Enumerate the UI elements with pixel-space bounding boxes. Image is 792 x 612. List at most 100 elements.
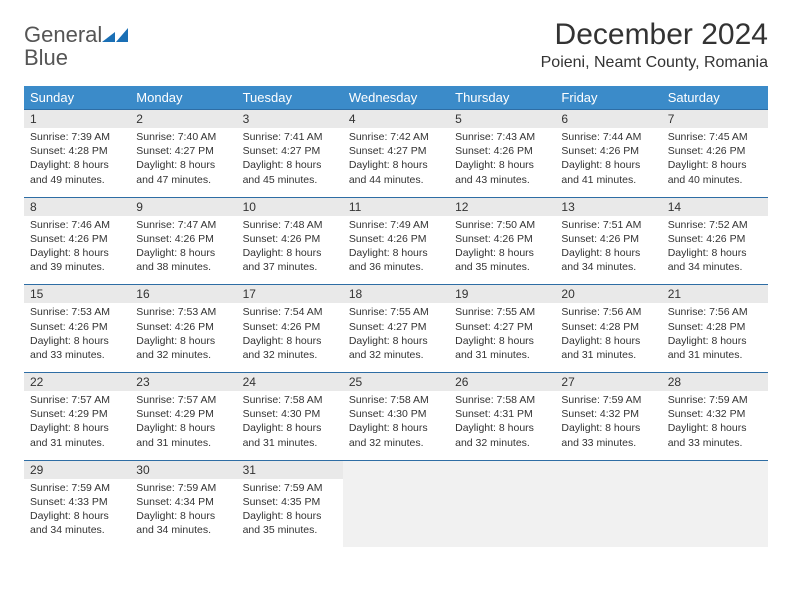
daylight-line: Daylight: 8 hours and 36 minutes. — [349, 246, 443, 274]
day-number-cell: 7 — [662, 110, 768, 129]
daylight-line: Daylight: 8 hours and 35 minutes. — [243, 509, 337, 537]
day-number-cell: 10 — [237, 197, 343, 216]
sunset-line: Sunset: 4:26 PM — [561, 232, 655, 246]
sunset-line: Sunset: 4:35 PM — [243, 495, 337, 509]
weekday-header: Thursday — [449, 86, 555, 110]
sunrise-line: Sunrise: 7:49 AM — [349, 218, 443, 232]
day-number-cell: 19 — [449, 285, 555, 304]
sunset-line: Sunset: 4:27 PM — [349, 320, 443, 334]
logo-icon — [102, 26, 128, 47]
day-detail-cell — [343, 479, 449, 548]
day-number-cell: 8 — [24, 197, 130, 216]
day-number-cell: 22 — [24, 373, 130, 392]
daylight-line: Daylight: 8 hours and 37 minutes. — [243, 246, 337, 274]
sunrise-line: Sunrise: 7:44 AM — [561, 130, 655, 144]
sunset-line: Sunset: 4:28 PM — [30, 144, 124, 158]
sunset-line: Sunset: 4:28 PM — [668, 320, 762, 334]
daynum-row: 891011121314 — [24, 197, 768, 216]
sunrise-line: Sunrise: 7:57 AM — [136, 393, 230, 407]
sunset-line: Sunset: 4:28 PM — [561, 320, 655, 334]
daylight-line: Daylight: 8 hours and 44 minutes. — [349, 158, 443, 186]
sunset-line: Sunset: 4:27 PM — [349, 144, 443, 158]
sunrise-line: Sunrise: 7:50 AM — [455, 218, 549, 232]
sunset-line: Sunset: 4:26 PM — [30, 232, 124, 246]
logo-word2: Blue — [24, 45, 68, 70]
sunrise-line: Sunrise: 7:54 AM — [243, 305, 337, 319]
daynum-row: 22232425262728 — [24, 373, 768, 392]
day-detail-cell: Sunrise: 7:53 AMSunset: 4:26 PMDaylight:… — [130, 303, 236, 372]
daylight-line: Daylight: 8 hours and 33 minutes. — [561, 421, 655, 449]
sunrise-line: Sunrise: 7:56 AM — [668, 305, 762, 319]
daylight-line: Daylight: 8 hours and 32 minutes. — [243, 334, 337, 362]
sunset-line: Sunset: 4:26 PM — [455, 232, 549, 246]
day-detail-cell: Sunrise: 7:45 AMSunset: 4:26 PMDaylight:… — [662, 128, 768, 197]
daylight-line: Daylight: 8 hours and 34 minutes. — [668, 246, 762, 274]
daylight-line: Daylight: 8 hours and 31 minutes. — [455, 334, 549, 362]
sunrise-line: Sunrise: 7:58 AM — [243, 393, 337, 407]
sunrise-line: Sunrise: 7:46 AM — [30, 218, 124, 232]
day-detail-cell: Sunrise: 7:58 AMSunset: 4:31 PMDaylight:… — [449, 391, 555, 460]
detail-row: Sunrise: 7:57 AMSunset: 4:29 PMDaylight:… — [24, 391, 768, 460]
daylight-line: Daylight: 8 hours and 33 minutes. — [668, 421, 762, 449]
sunset-line: Sunset: 4:32 PM — [561, 407, 655, 421]
day-number-cell: 13 — [555, 197, 661, 216]
day-detail-cell: Sunrise: 7:56 AMSunset: 4:28 PMDaylight:… — [662, 303, 768, 372]
day-detail-cell: Sunrise: 7:53 AMSunset: 4:26 PMDaylight:… — [24, 303, 130, 372]
calendar-table: Sunday Monday Tuesday Wednesday Thursday… — [24, 86, 768, 547]
day-detail-cell: Sunrise: 7:51 AMSunset: 4:26 PMDaylight:… — [555, 216, 661, 285]
day-detail-cell — [662, 479, 768, 548]
daylight-line: Daylight: 8 hours and 31 minutes. — [136, 421, 230, 449]
sunset-line: Sunset: 4:26 PM — [668, 232, 762, 246]
daylight-line: Daylight: 8 hours and 31 minutes. — [30, 421, 124, 449]
day-number-cell — [449, 460, 555, 479]
sunset-line: Sunset: 4:30 PM — [243, 407, 337, 421]
daylight-line: Daylight: 8 hours and 34 minutes. — [30, 509, 124, 537]
weekday-header: Saturday — [662, 86, 768, 110]
sunset-line: Sunset: 4:29 PM — [30, 407, 124, 421]
sunrise-line: Sunrise: 7:59 AM — [561, 393, 655, 407]
daylight-line: Daylight: 8 hours and 32 minutes. — [136, 334, 230, 362]
day-number-cell: 28 — [662, 373, 768, 392]
day-detail-cell: Sunrise: 7:56 AMSunset: 4:28 PMDaylight:… — [555, 303, 661, 372]
daylight-line: Daylight: 8 hours and 31 minutes. — [561, 334, 655, 362]
sunrise-line: Sunrise: 7:59 AM — [30, 481, 124, 495]
sunset-line: Sunset: 4:26 PM — [136, 320, 230, 334]
daylight-line: Daylight: 8 hours and 43 minutes. — [455, 158, 549, 186]
day-number-cell: 31 — [237, 460, 343, 479]
day-number-cell: 21 — [662, 285, 768, 304]
sunrise-line: Sunrise: 7:39 AM — [30, 130, 124, 144]
day-detail-cell: Sunrise: 7:59 AMSunset: 4:35 PMDaylight:… — [237, 479, 343, 548]
sunrise-line: Sunrise: 7:55 AM — [455, 305, 549, 319]
day-number-cell: 5 — [449, 110, 555, 129]
day-detail-cell: Sunrise: 7:58 AMSunset: 4:30 PMDaylight:… — [343, 391, 449, 460]
day-detail-cell — [555, 479, 661, 548]
sunset-line: Sunset: 4:26 PM — [243, 320, 337, 334]
sunrise-line: Sunrise: 7:57 AM — [30, 393, 124, 407]
day-number-cell: 12 — [449, 197, 555, 216]
sunrise-line: Sunrise: 7:48 AM — [243, 218, 337, 232]
sunset-line: Sunset: 4:26 PM — [136, 232, 230, 246]
daylight-line: Daylight: 8 hours and 34 minutes. — [136, 509, 230, 537]
day-number-cell — [662, 460, 768, 479]
day-number-cell: 3 — [237, 110, 343, 129]
day-detail-cell: Sunrise: 7:46 AMSunset: 4:26 PMDaylight:… — [24, 216, 130, 285]
day-detail-cell: Sunrise: 7:50 AMSunset: 4:26 PMDaylight:… — [449, 216, 555, 285]
day-detail-cell: Sunrise: 7:44 AMSunset: 4:26 PMDaylight:… — [555, 128, 661, 197]
sunset-line: Sunset: 4:31 PM — [455, 407, 549, 421]
sunrise-line: Sunrise: 7:53 AM — [30, 305, 124, 319]
day-detail-cell: Sunrise: 7:58 AMSunset: 4:30 PMDaylight:… — [237, 391, 343, 460]
detail-row: Sunrise: 7:59 AMSunset: 4:33 PMDaylight:… — [24, 479, 768, 548]
day-detail-cell: Sunrise: 7:59 AMSunset: 4:32 PMDaylight:… — [662, 391, 768, 460]
sunrise-line: Sunrise: 7:59 AM — [243, 481, 337, 495]
sunset-line: Sunset: 4:27 PM — [136, 144, 230, 158]
sunrise-line: Sunrise: 7:59 AM — [668, 393, 762, 407]
day-number-cell: 9 — [130, 197, 236, 216]
logo-word1: General — [24, 22, 102, 47]
sunrise-line: Sunrise: 7:45 AM — [668, 130, 762, 144]
sunrise-line: Sunrise: 7:58 AM — [349, 393, 443, 407]
sunset-line: Sunset: 4:27 PM — [455, 320, 549, 334]
daylight-line: Daylight: 8 hours and 33 minutes. — [30, 334, 124, 362]
day-number-cell: 30 — [130, 460, 236, 479]
day-number-cell — [555, 460, 661, 479]
sunset-line: Sunset: 4:26 PM — [668, 144, 762, 158]
